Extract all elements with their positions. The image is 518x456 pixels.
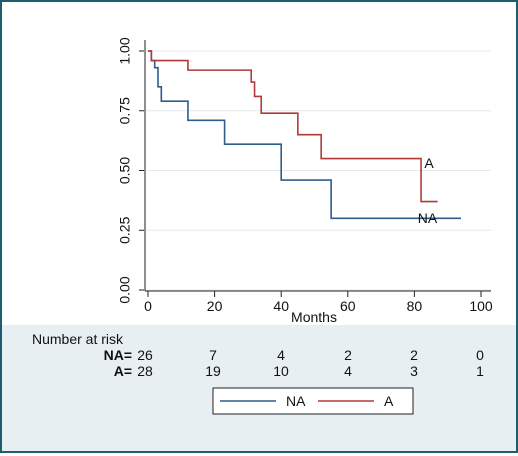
risk-value: 0 [476,347,484,363]
y-tick-label: 0.50 [117,157,133,184]
survival-curves [148,50,462,220]
legend: NA A [212,387,414,415]
risk-value: 28 [137,363,153,379]
risk-row-label: A= [114,363,132,379]
x-tick-label: 80 [407,298,423,314]
y-tick-label: 1.00 [117,37,133,64]
y-tick-label: 0.00 [117,276,133,303]
risk-value: 19 [205,363,221,379]
x-tick-label: 100 [469,298,493,314]
axes: 0.00 0.25 0.50 0.75 1.00 0 20 40 60 80 100 [117,37,493,314]
risk-value: 2 [344,347,352,363]
curve-a [148,50,438,203]
x-tick-label: 20 [207,298,223,314]
risk-value: 1 [476,363,484,379]
grid-lines [146,50,491,291]
risk-table-title: Number at risk [32,331,124,347]
x-tick-label: 60 [340,298,356,314]
legend-label-a: A [384,393,394,409]
risk-value: 7 [209,347,217,363]
x-tick-label: 40 [273,298,289,314]
y-tick-label: 0.25 [117,216,133,243]
risk-value: 3 [410,363,418,379]
legend-label-na: NA [286,393,306,409]
survival-chart: 0.000.250.500.751.000 20 40 60 80 100 ANA Mon… [2,2,516,415]
curve-labels: A NA [418,155,438,226]
risk-value: 2 [410,347,418,363]
x-tick-label: 0 [144,298,152,314]
risk-row-label: NA= [104,347,132,363]
plot-area [146,40,491,287]
risk-value: 10 [273,363,289,379]
y-tick-label: 0.75 [117,97,133,124]
legend-box [212,387,414,415]
risk-value: 26 [137,347,153,363]
curve-label-a: A [424,155,434,171]
x-axis-label: Months [291,309,337,325]
risk-value: 4 [277,347,285,363]
risk-value: 4 [344,363,352,379]
curve-label-na: NA [418,210,438,226]
